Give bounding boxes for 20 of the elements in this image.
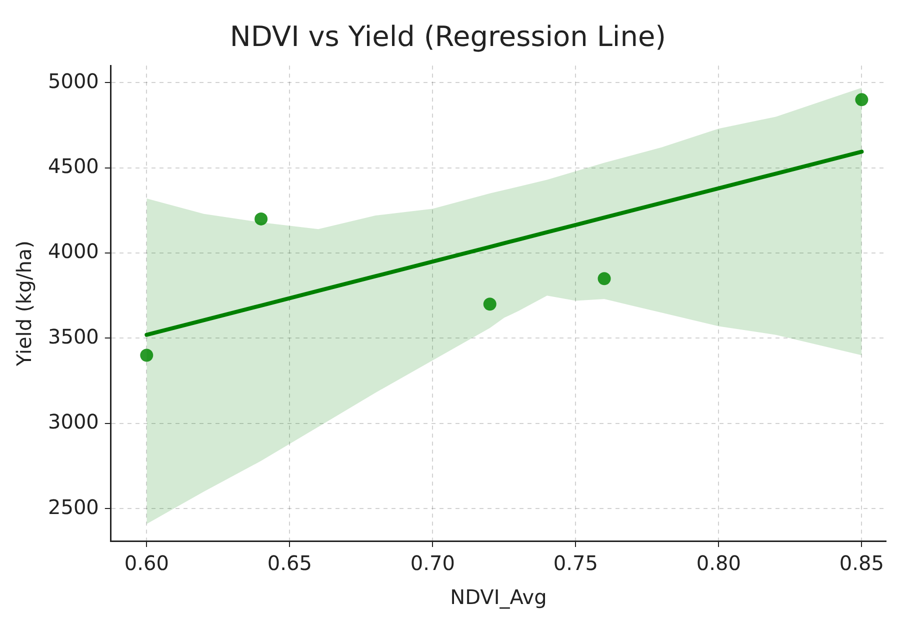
y-tick-label: 4000 [48,239,99,264]
y-tick-label: 3500 [48,324,99,348]
point [855,93,868,106]
x-tick-label: 0.70 [410,551,455,576]
x-axis-title: NDVI_Avg [450,585,547,610]
point [254,212,268,226]
y-tick-label: 3000 [48,410,99,434]
point [598,272,611,286]
y-axis-title: Yield (kg/ha) [12,240,36,368]
x-tick-label: 0.60 [124,551,169,576]
chart-title: NDVI vs Yield (Regression Line) [230,20,666,54]
x-tick-label: 0.80 [696,551,741,576]
point [483,298,496,311]
y-tick-label: 5000 [48,68,99,93]
y-tick-label: 4500 [48,154,99,178]
x-tick-label: 0.75 [553,551,598,576]
y-tick-label: 2500 [48,494,99,519]
x-tick-label: 0.85 [839,551,884,576]
point [140,348,154,362]
x-tick-label: 0.65 [267,551,312,576]
